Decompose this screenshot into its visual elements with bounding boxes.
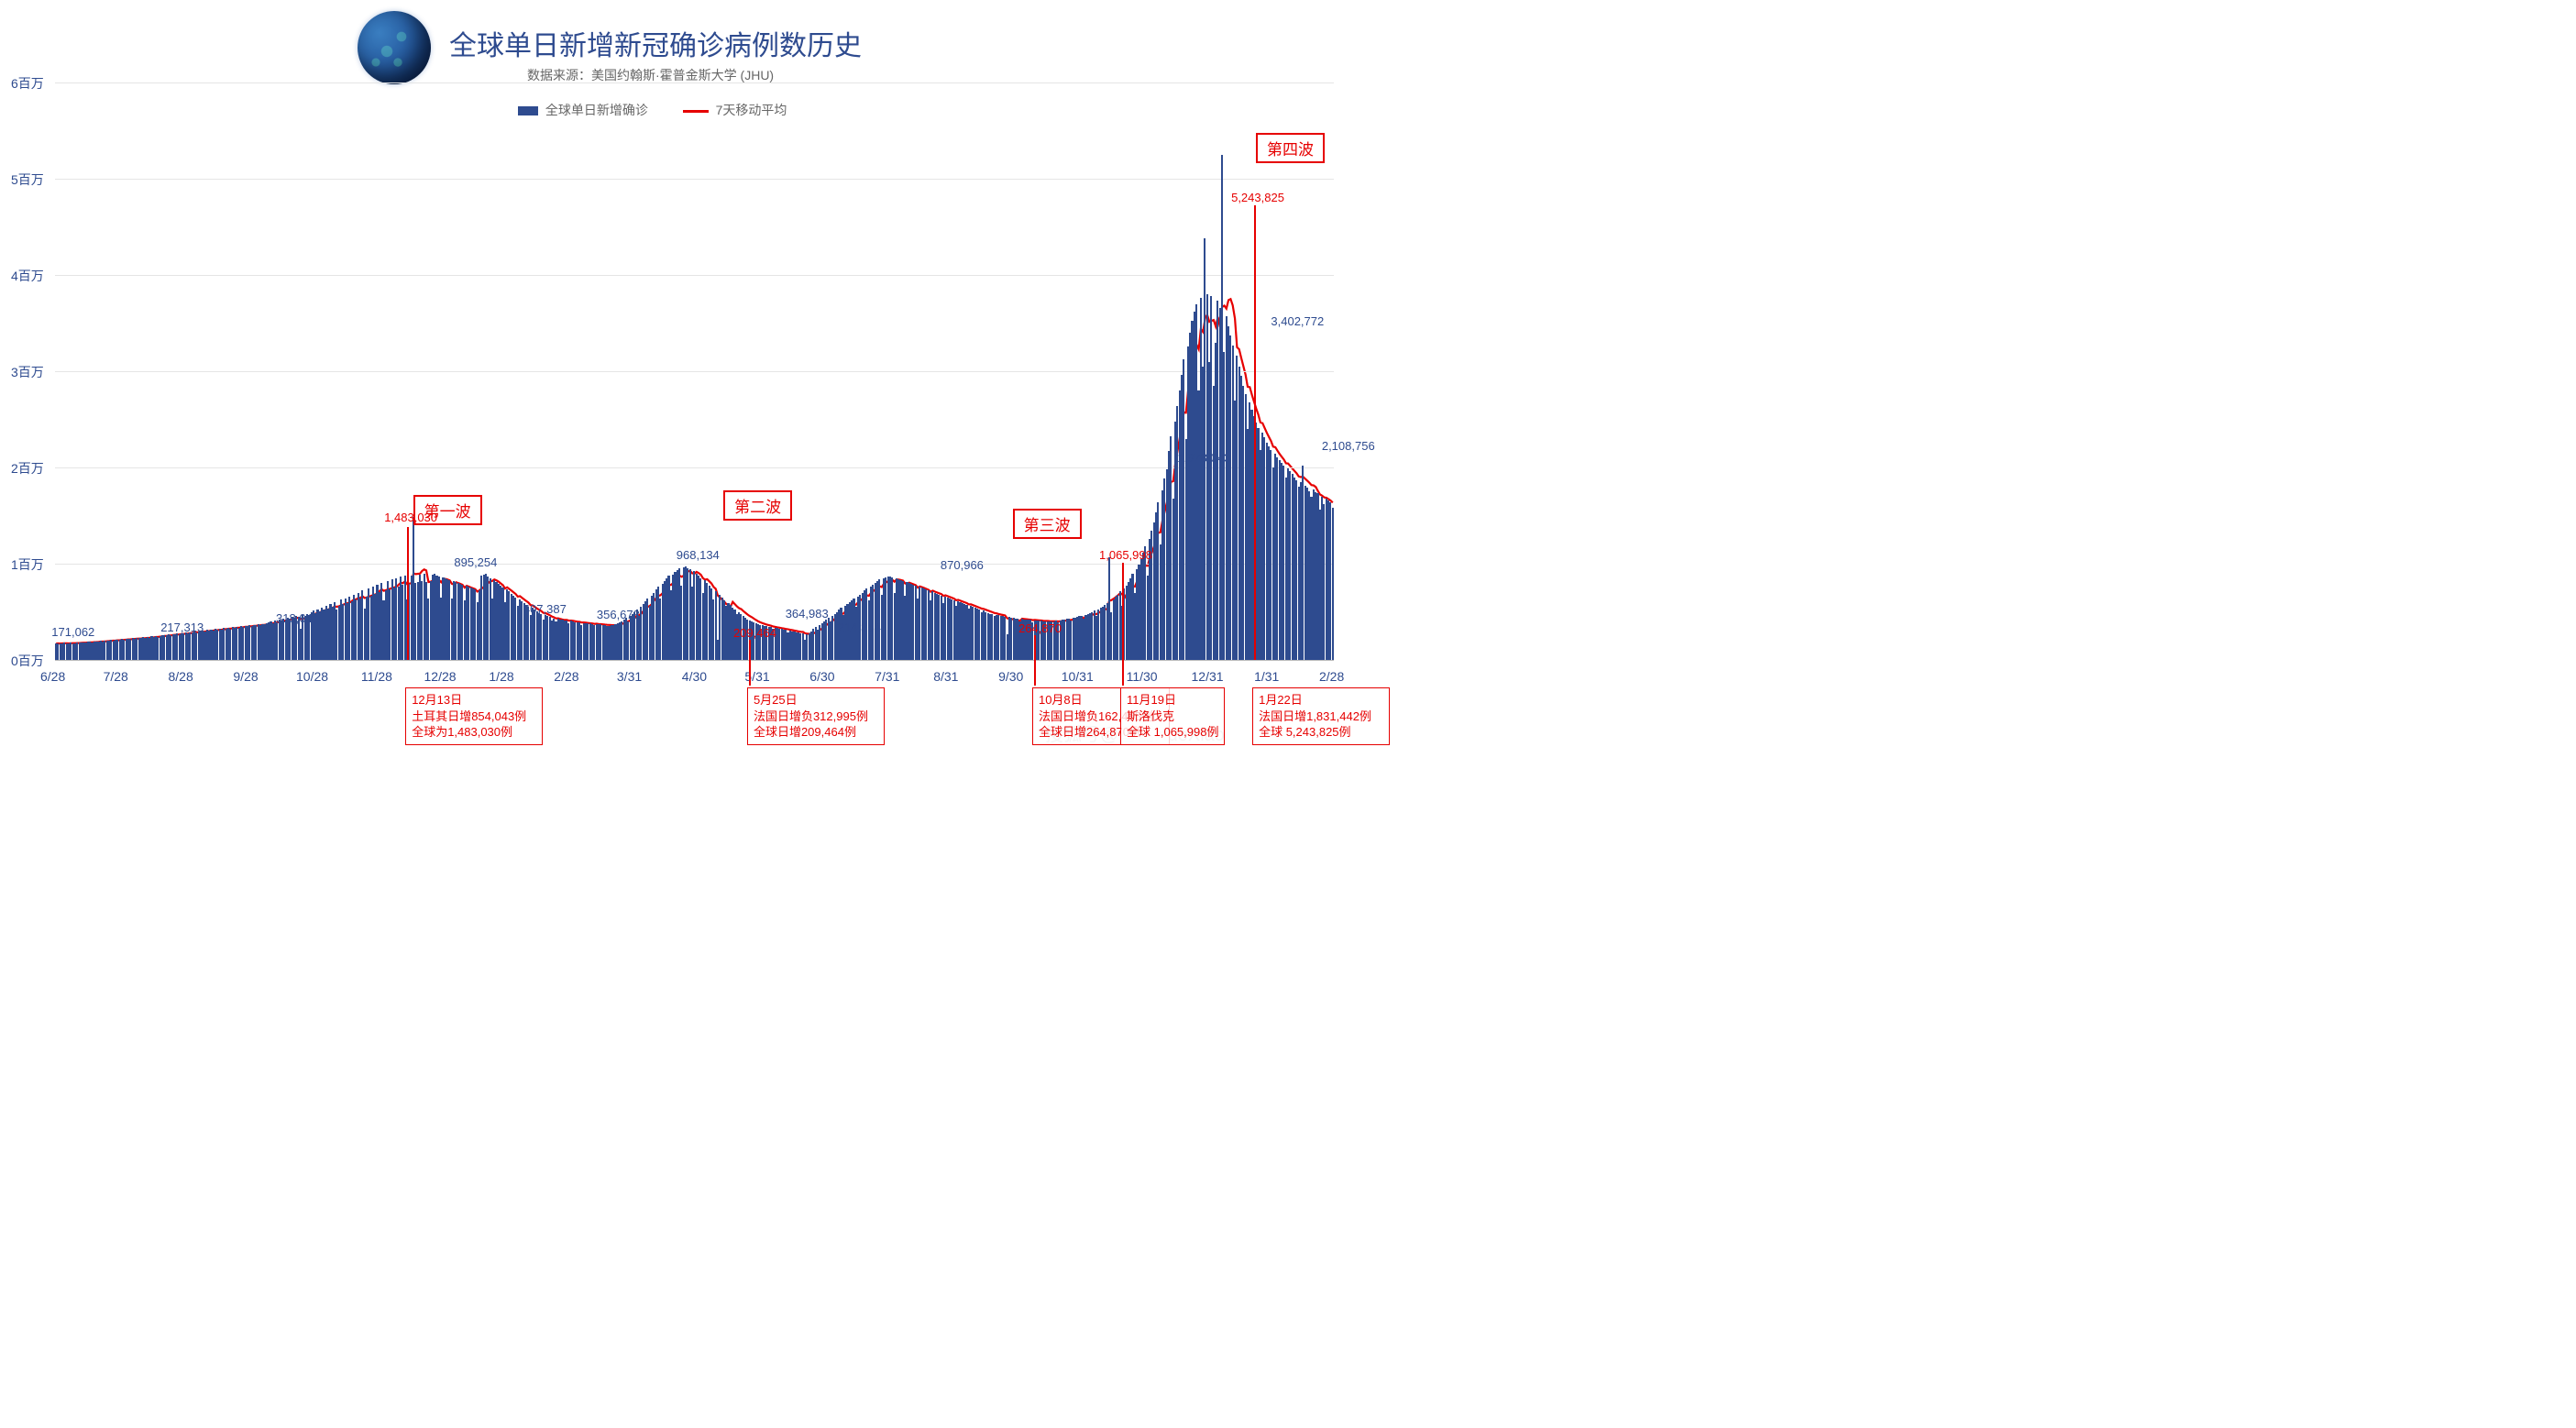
chart-container: 全球单日新增新冠确诊病例数历史 数据来源：美国约翰斯·霍普金斯大学 (JHU) …: [9, 9, 1348, 752]
value-label: 214,354: [838, 621, 881, 634]
y-axis-label: 4百万: [11, 267, 44, 285]
peak-connector: [1122, 660, 1124, 686]
x-axis-label: 2/28: [554, 669, 578, 684]
gridline: [55, 179, 1334, 180]
x-axis-label: 10/28: [296, 669, 328, 684]
value-label: 171,062: [51, 625, 94, 639]
x-axis-label: 8/28: [169, 669, 193, 684]
value-label: 407,387: [523, 602, 567, 616]
gridline: [55, 82, 1334, 83]
value-label: 968,134: [677, 548, 720, 562]
wave-box: 第二波: [723, 490, 792, 521]
x-axis-label: 7/31: [875, 669, 899, 684]
y-axis-label: 2百万: [11, 459, 44, 478]
peak-connector: [749, 660, 751, 686]
gridline: [55, 371, 1334, 372]
value-label: 217,313: [160, 621, 204, 634]
value-label: 318,647: [276, 611, 319, 625]
plot-area: [55, 82, 1334, 660]
x-axis-label: 8/31: [933, 669, 958, 684]
x-axis-label: 4/30: [682, 669, 707, 684]
gridline: [55, 275, 1334, 276]
value-label: 2,108,756: [1322, 439, 1375, 453]
x-axis-label: 1/31: [1254, 669, 1279, 684]
x-axis-label: 7/28: [104, 669, 128, 684]
x-axis-label: 3/31: [617, 669, 642, 684]
peak-marker: [1034, 635, 1036, 660]
earth-icon: [358, 11, 431, 84]
peak-marker: [407, 527, 409, 660]
x-axis-label: 10/31: [1062, 669, 1094, 684]
annotation-box: 11月19日斯洛伐克全球 1,065,998例: [1120, 687, 1225, 745]
value-label: 870,966: [941, 558, 984, 572]
value-label: 3,402,772: [1271, 314, 1324, 328]
chart-title: 全球单日新增新冠确诊病例数历史: [449, 23, 862, 63]
annotation-box: 1月22日法国日增1,831,442例全球 5,243,825例: [1252, 687, 1390, 745]
x-axis-label: 9/30: [998, 669, 1023, 684]
y-axis-label: 0百万: [11, 652, 44, 670]
peak-label: 5,243,825: [1231, 191, 1284, 204]
value-label: 1,978,043: [1177, 451, 1230, 465]
wave-box: 第四波: [1256, 133, 1325, 163]
x-axis-label: 6/28: [40, 669, 65, 684]
y-axis-label: 1百万: [11, 555, 44, 574]
peak-label: 1,483,030: [384, 511, 437, 524]
chart-subtitle: 数据来源：美国约翰斯·霍普金斯大学 (JHU): [527, 66, 774, 84]
gridline: [55, 467, 1334, 468]
annotation-box: 5月25日法国日增负312,995例全球日增209,464例: [747, 687, 885, 745]
annotation-box: 12月13日土耳其日增854,043例全球为1,483,030例: [405, 687, 543, 745]
y-axis-label: 6百万: [11, 74, 44, 93]
x-axis-line: [55, 660, 1334, 661]
peak-connector: [1034, 660, 1036, 686]
peak-marker: [749, 640, 751, 660]
x-axis-label: 1/28: [489, 669, 513, 684]
x-axis-label: 11/30: [1127, 669, 1158, 684]
peak-label: 264,870: [1018, 621, 1062, 635]
peak-label: 1,065,998: [1099, 548, 1152, 562]
peak-marker: [1254, 205, 1256, 660]
wave-box: 第三波: [1013, 509, 1082, 539]
y-axis-label: 5百万: [11, 170, 44, 189]
daily-bar: [1332, 508, 1334, 660]
value-label: 895,254: [454, 555, 497, 569]
x-axis-label: 9/28: [233, 669, 258, 684]
x-axis-label: 2/28: [1319, 669, 1344, 684]
x-axis-label: 6/30: [809, 669, 834, 684]
value-label: 364,983: [786, 607, 829, 621]
peak-marker: [1122, 563, 1124, 660]
x-axis-label: 12/28: [424, 669, 457, 684]
x-axis-label: 11/28: [361, 669, 392, 684]
peak-label: 209,464: [733, 626, 776, 640]
value-label: 356,673: [597, 608, 640, 621]
y-axis-label: 3百万: [11, 363, 44, 381]
x-axis-label: 12/31: [1192, 669, 1224, 684]
